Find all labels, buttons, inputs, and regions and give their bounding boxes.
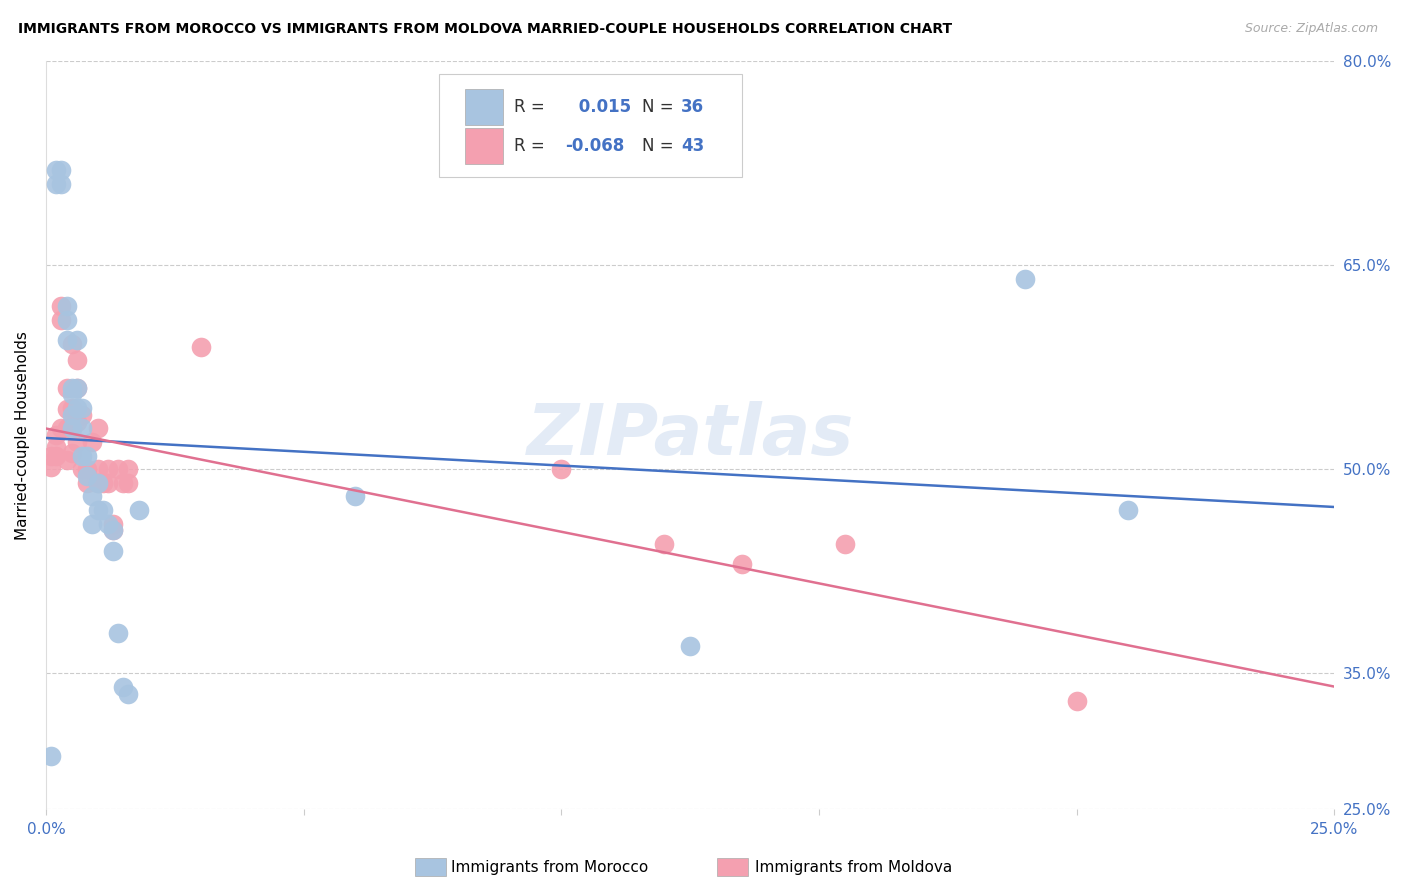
Point [550,462,572,476]
Text: N =: N = [643,136,673,154]
Text: 43: 43 [681,136,704,154]
FancyBboxPatch shape [464,89,503,125]
Point [39,459,62,474]
Point [60,387,83,401]
FancyBboxPatch shape [464,128,503,163]
Point [66,353,89,368]
Point [1014,272,1036,286]
Point [55,333,77,347]
Point [101,544,124,558]
Point [82,435,104,450]
Point [60,421,83,435]
Text: 36: 36 [681,98,704,116]
Point [76,469,98,483]
Point [82,490,104,504]
Point [101,516,124,531]
Point [66,401,89,415]
Point [60,381,83,395]
Point [1116,503,1139,517]
Point [60,401,83,415]
Point [101,524,124,538]
Point [86,421,108,435]
Point [344,490,367,504]
Text: -0.068: -0.068 [565,136,624,154]
Point [60,421,83,435]
Point [51,177,73,191]
Point [45,177,67,191]
Point [70,462,93,476]
Point [730,558,752,572]
Point [76,449,98,463]
Point [66,415,89,429]
Point [70,401,93,415]
Point [91,503,114,517]
Point [51,299,73,313]
Point [107,462,129,476]
Point [190,340,212,354]
Point [51,312,73,326]
Text: R =: R = [513,136,544,154]
Point [117,475,139,490]
Point [82,516,104,531]
Text: Immigrants from Moldova: Immigrants from Moldova [755,860,952,874]
Point [55,421,77,435]
Point [128,503,150,517]
Text: 0.015: 0.015 [572,98,631,116]
Point [86,503,108,517]
Point [652,537,675,551]
Point [97,475,120,490]
Point [834,537,856,551]
Text: N =: N = [643,98,673,116]
Point [60,446,83,460]
Point [70,408,93,422]
Point [39,449,62,463]
Y-axis label: Married-couple Households: Married-couple Households [15,331,30,540]
Point [60,408,83,422]
Point [45,163,67,178]
Point [45,441,67,455]
Point [51,421,73,435]
Point [45,449,67,463]
Point [66,333,89,347]
Text: Immigrants from Morocco: Immigrants from Morocco [451,860,648,874]
Point [55,452,77,467]
Point [117,687,139,701]
Point [39,749,62,764]
Point [91,475,114,490]
Point [66,435,89,450]
Text: IMMIGRANTS FROM MOROCCO VS IMMIGRANTS FROM MOLDOVA MARRIED-COUPLE HOUSEHOLDS COR: IMMIGRANTS FROM MOROCCO VS IMMIGRANTS FR… [18,22,952,37]
Point [86,475,108,490]
Point [112,475,135,490]
Point [86,462,108,476]
Point [66,381,89,395]
Point [45,428,67,442]
Point [66,381,89,395]
Point [55,312,77,326]
Point [70,449,93,463]
Text: ZIPatlas: ZIPatlas [526,401,853,470]
Point [679,639,702,653]
Point [70,421,93,435]
FancyBboxPatch shape [439,74,741,178]
Point [117,462,139,476]
Point [51,163,73,178]
Point [97,462,120,476]
Point [112,680,135,694]
Point [97,516,120,531]
Text: Source: ZipAtlas.com: Source: ZipAtlas.com [1244,22,1378,36]
Point [1066,693,1088,707]
Point [107,625,129,640]
Point [86,475,108,490]
Text: R =: R = [513,98,544,116]
Point [55,402,77,417]
Point [76,462,98,476]
Point [55,299,77,313]
Point [60,337,83,351]
Point [76,475,98,490]
Point [55,381,77,395]
Point [101,524,124,538]
